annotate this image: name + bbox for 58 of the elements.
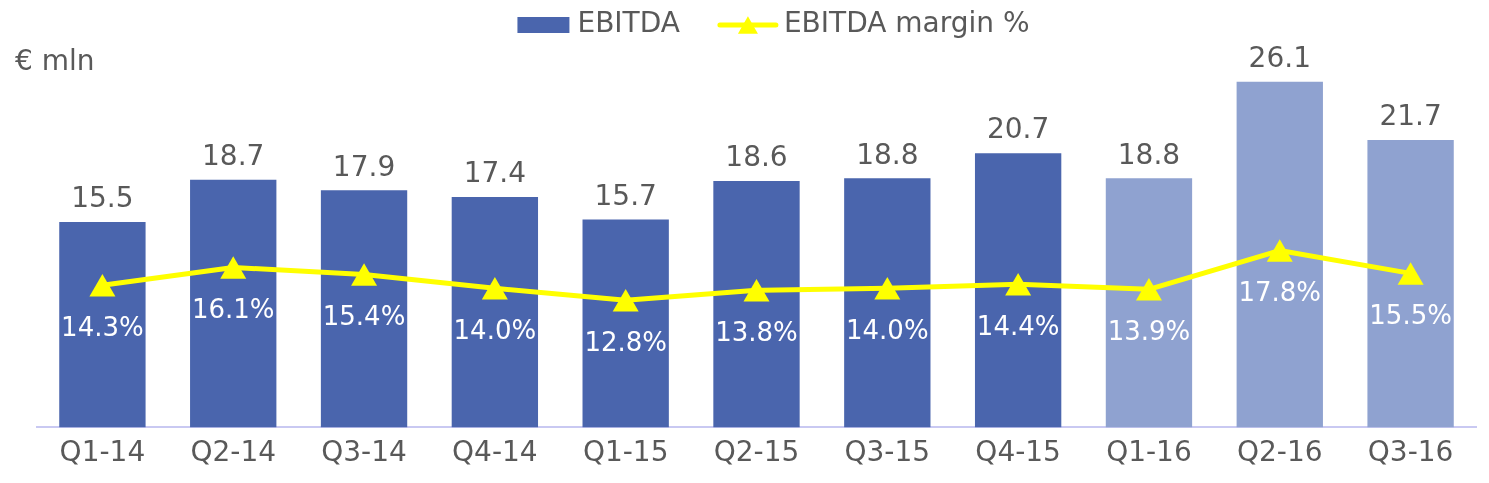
data-label: 13.9% [1107,316,1191,347]
data-label: 26.1 [1248,40,1311,74]
data-label: 15.5% [1369,300,1452,331]
x-tick-label: Q4-15 [975,435,1061,469]
x-tick-label: Q3-14 [321,435,407,469]
y-axis-title: € mln [15,44,95,78]
x-tick-label: Q1-16 [1106,435,1192,469]
x-tick-label: Q4-14 [452,435,538,469]
data-label: 18.6 [725,140,788,174]
data-label: 17.9 [332,149,396,183]
data-label: 20.7 [986,112,1050,146]
bar [1367,139,1454,428]
point [743,279,770,302]
point [220,256,247,279]
data-label: 18.7 [202,138,265,172]
data-label: 18.8 [856,137,919,171]
data-label: 15.7 [594,178,657,212]
data-label: 21.7 [1379,99,1442,133]
x-tick-label: Q2-16 [1236,435,1323,469]
point [612,288,639,312]
point [874,277,901,300]
bar [713,181,800,428]
data-label: 18.8 [1117,137,1181,171]
data-label: 12.8% [584,326,667,357]
legend-label: EBITDA [577,6,680,40]
point [481,277,508,300]
x-tick-label: Q2-14 [190,435,277,469]
bar [320,190,408,428]
data-label: 14.0% [453,315,537,346]
point [1266,239,1293,262]
x-tick-label: Q3-16 [1367,435,1454,469]
data-label: 17.4 [463,156,527,190]
bar [1105,178,1193,428]
data-label: 14.4% [976,311,1060,342]
data-label: 13.8% [715,317,798,348]
data-label: 17.8% [1238,277,1322,308]
data-label: 16.1% [191,294,275,325]
point [1135,278,1162,301]
x-tick-label: Q2-15 [713,435,800,469]
data-label: 14.3% [61,312,144,343]
bar [974,153,1062,428]
x-tick-label: Q3-15 [844,435,931,469]
point [351,263,378,286]
x-tick-label: Q1-14 [59,435,146,469]
point [89,274,116,297]
legend-label: EBITDA margin % [783,6,1030,40]
bar [582,219,669,428]
x-tick-label: Q1-15 [582,435,669,469]
data-label: 15.4% [322,301,406,332]
bar [190,179,277,428]
data-label: 15.5 [71,181,134,215]
bar [844,178,931,428]
data-label: 14.0% [846,315,929,346]
point [1397,262,1424,285]
bar [59,222,146,428]
bar [451,196,539,428]
point [1005,273,1032,296]
bar [1236,81,1323,428]
